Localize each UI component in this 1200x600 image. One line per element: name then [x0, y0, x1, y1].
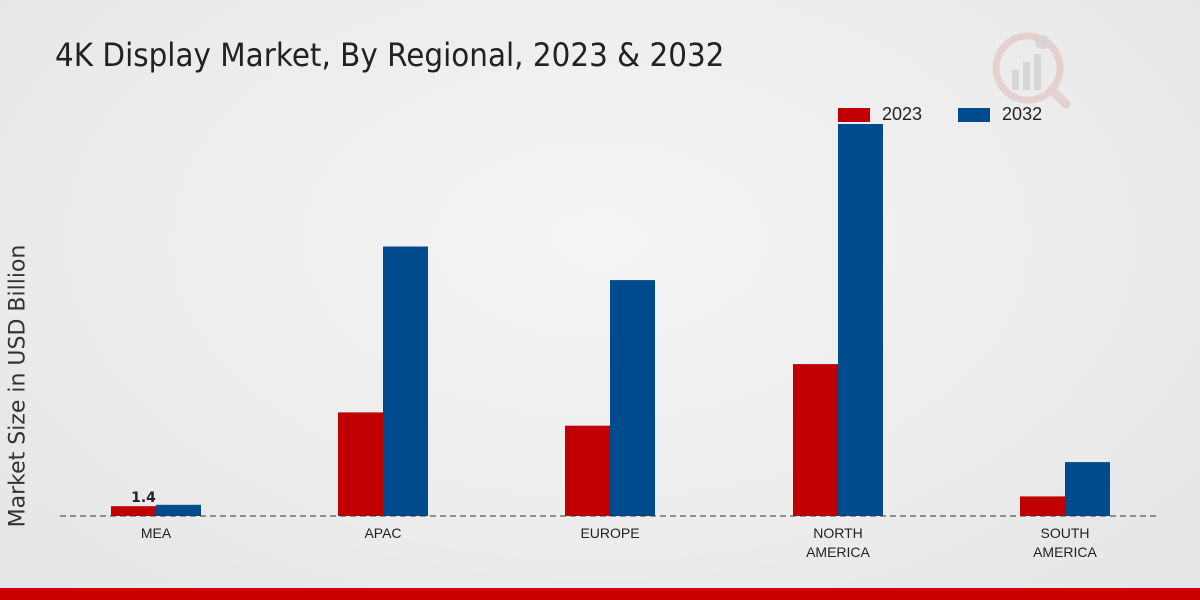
- x-tick-label: AMERICA: [1033, 544, 1097, 560]
- chart-legend: 2023 2032: [838, 104, 1078, 125]
- x-tick-label: EUROPE: [580, 525, 639, 541]
- legend-swatch-2032: [958, 107, 991, 122]
- x-tick-label: SOUTH: [1041, 525, 1090, 541]
- footer-accent-bar: [0, 588, 1200, 600]
- bar-mea-2032: [156, 504, 201, 516]
- bar-south-america-2023: [1020, 496, 1065, 516]
- chart-title: 4K Display Market, By Regional, 2023 & 2…: [55, 36, 725, 74]
- bar-europe-2023: [565, 425, 610, 516]
- legend-label-2032: 2032: [1002, 104, 1043, 124]
- x-tick-label: APAC: [364, 525, 401, 541]
- bar-apac-2032: [383, 246, 428, 516]
- legend-item-2023: 2023: [838, 104, 922, 125]
- data-label: 1.4: [131, 490, 156, 506]
- bar-north-america-2023: [793, 364, 838, 516]
- bar-north-america-2032: [838, 124, 883, 516]
- brand-logo-icon: [990, 28, 1074, 112]
- bar-south-america-2032: [1065, 462, 1110, 516]
- legend-label-2023: 2023: [882, 104, 923, 124]
- bar-europe-2032: [610, 280, 655, 516]
- bar-apac-2023: [338, 412, 383, 516]
- legend-swatch-2023: [838, 107, 870, 122]
- x-tick-label: AMERICA: [806, 544, 870, 560]
- bar-mea-2023: [111, 506, 156, 516]
- x-tick-label: MEA: [141, 525, 172, 541]
- legend-item-2032: 2032: [958, 104, 1042, 125]
- x-tick-label: NORTH: [813, 525, 863, 541]
